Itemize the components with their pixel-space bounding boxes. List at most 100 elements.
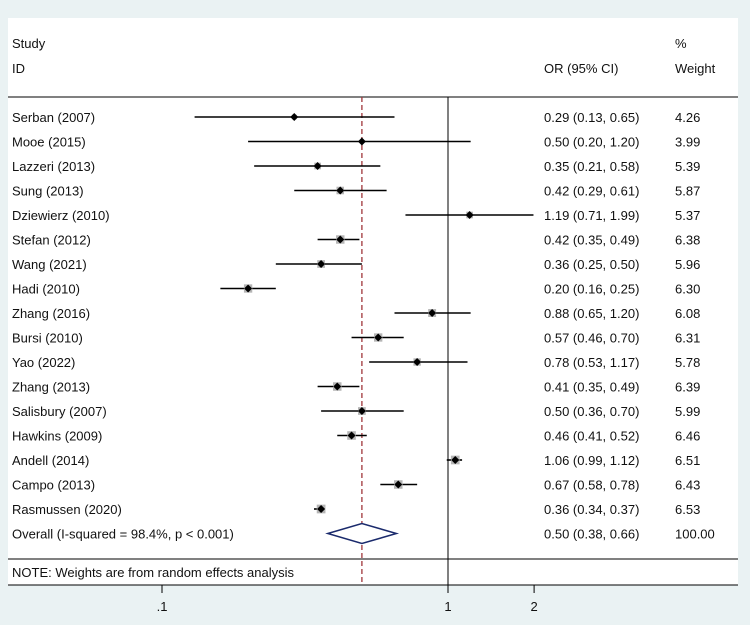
header: Study ID OR (95% CI) % Weight — [12, 36, 716, 76]
weight-text: 6.30 — [675, 282, 700, 297]
point-estimate-marker — [313, 162, 322, 170]
weight-text: 5.87 — [675, 184, 700, 199]
study-label: Hawkins (2009) — [12, 429, 102, 444]
overall-diamond — [325, 522, 400, 545]
point-estimate-marker — [336, 235, 345, 244]
or-ci-text: 1.19 (0.71, 1.99) — [544, 208, 639, 223]
weight-text: 5.37 — [675, 208, 700, 223]
point-estimate-marker — [357, 137, 366, 146]
study-row: Zhang (2016) 0.88 (0.65, 1.20) 6.08 — [12, 306, 700, 321]
weight-text: 5.96 — [675, 257, 700, 272]
or-ci-text: 0.50 (0.20, 1.20) — [544, 135, 639, 150]
point-estimate-marker — [317, 505, 326, 513]
weight-text: 6.31 — [675, 331, 700, 346]
study-row: Bursi (2010) 0.57 (0.46, 0.70) 6.31 — [12, 331, 700, 346]
weight-text: 4.26 — [675, 110, 700, 125]
note-text: NOTE: Weights are from random effects an… — [12, 565, 295, 580]
or-ci-text: 0.67 (0.58, 0.78) — [544, 478, 639, 493]
or-ci-text: 0.20 (0.16, 0.25) — [544, 282, 639, 297]
point-estimate-marker — [413, 358, 422, 366]
header-or: OR (95% CI) — [544, 61, 618, 76]
or-ci-text: 0.42 (0.29, 0.61) — [544, 184, 639, 199]
study-row: Serban (2007) 0.29 (0.13, 0.65) 4.26 — [12, 110, 700, 125]
point-estimate-marker — [336, 186, 345, 195]
forest-marks: Serban (2007) 0.29 (0.13, 0.65) 4.26 Mooe (… — [12, 97, 715, 585]
or-ci-text: 0.50 (0.36, 0.70) — [544, 404, 639, 419]
weight-text: 6.08 — [675, 306, 700, 321]
study-label: Zhang (2013) — [12, 380, 90, 395]
header-weight: Weight — [675, 61, 716, 76]
plot-background — [8, 18, 738, 585]
point-estimate-marker — [374, 333, 383, 342]
study-label: Bursi (2010) — [12, 331, 83, 346]
study-row: Andell (2014) 1.06 (0.99, 1.12) 6.51 — [12, 453, 700, 468]
study-row: Hawkins (2009) 0.46 (0.41, 0.52) 6.46 — [12, 429, 700, 444]
weight-text: 6.43 — [675, 478, 700, 493]
weight-text: 6.51 — [675, 453, 700, 468]
x-tick-label: .1 — [157, 599, 168, 614]
study-row: Mooe (2015) 0.50 (0.20, 1.20) 3.99 — [12, 135, 700, 150]
weight-text: 6.39 — [675, 380, 700, 395]
study-row: Hadi (2010) 0.20 (0.16, 0.25) 6.30 — [12, 282, 700, 297]
point-estimate-marker — [290, 113, 299, 121]
weight-text: 6.46 — [675, 429, 700, 444]
study-row: Zhang (2013) 0.41 (0.35, 0.49) 6.39 — [12, 380, 700, 395]
study-row: Campo (2013) 0.67 (0.58, 0.78) 6.43 — [12, 478, 700, 493]
x-tick-label: 1 — [444, 599, 451, 614]
or-ci-text: 0.36 (0.34, 0.37) — [544, 502, 639, 517]
or-ci-text: 0.46 (0.41, 0.52) — [544, 429, 639, 444]
point-estimate-marker — [244, 284, 253, 293]
header-study: Study — [12, 36, 46, 51]
study-label: Stefan (2012) — [12, 233, 91, 248]
or-ci-text: 0.78 (0.53, 1.17) — [544, 355, 639, 370]
study-row: Stefan (2012) 0.42 (0.35, 0.49) 6.38 — [12, 233, 700, 248]
x-tick-label: 2 — [530, 599, 537, 614]
point-estimate-marker — [465, 211, 474, 219]
header-percent: % — [675, 36, 687, 51]
weight-text: 3.99 — [675, 135, 700, 150]
x-axis: .1 1 2 — [8, 558, 738, 614]
study-label: Zhang (2016) — [12, 306, 90, 321]
point-estimate-marker — [357, 407, 366, 415]
study-row: Rasmussen (2020) 0.36 (0.34, 0.37) 6.53 — [12, 502, 700, 517]
study-label: Wang (2021) — [12, 257, 87, 272]
study-label: Campo (2013) — [12, 478, 95, 493]
weight-text: 6.53 — [675, 502, 700, 517]
weight-text: 5.99 — [675, 404, 700, 419]
overall-or-ci-text: 0.50 (0.38, 0.66) — [544, 527, 639, 542]
study-row: Yao (2022) 0.78 (0.53, 1.17) 5.78 — [12, 355, 700, 370]
study-label: Salisbury (2007) — [12, 404, 107, 419]
study-label: Sung (2013) — [12, 184, 84, 199]
or-ci-text: 0.29 (0.13, 0.65) — [544, 110, 639, 125]
study-row: Wang (2021) 0.36 (0.25, 0.50) 5.96 — [12, 257, 700, 272]
or-ci-text: 1.06 (0.99, 1.12) — [544, 453, 639, 468]
weight-text: 5.78 — [675, 355, 700, 370]
point-estimate-marker — [347, 431, 356, 440]
or-ci-text: 0.42 (0.35, 0.49) — [544, 233, 639, 248]
or-ci-text: 0.41 (0.35, 0.49) — [544, 380, 639, 395]
overall-label: Overall (I-squared = 98.4%, p < 0.001) — [12, 527, 234, 542]
point-estimate-marker — [428, 309, 437, 317]
or-ci-text: 0.36 (0.25, 0.50) — [544, 257, 639, 272]
or-ci-text: 0.57 (0.46, 0.70) — [544, 331, 639, 346]
study-label: Andell (2014) — [12, 453, 89, 468]
overall-weight-text: 100.00 — [675, 527, 715, 542]
study-row: Sung (2013) 0.42 (0.29, 0.61) 5.87 — [12, 184, 700, 199]
study-row: Dziewierz (2010) 1.19 (0.71, 1.99) 5.37 — [12, 208, 700, 223]
point-estimate-marker — [394, 480, 403, 489]
study-label: Dziewierz (2010) — [12, 208, 110, 223]
study-label: Yao (2022) — [12, 355, 75, 370]
or-ci-text: 0.88 (0.65, 1.20) — [544, 306, 639, 321]
point-estimate-marker — [317, 260, 326, 268]
study-label: Mooe (2015) — [12, 135, 86, 150]
study-label: Rasmussen (2020) — [12, 502, 122, 517]
study-label: Serban (2007) — [12, 110, 95, 125]
study-row: Lazzeri (2013) 0.35 (0.21, 0.58) 5.39 — [12, 159, 700, 174]
overall-row: Overall (I-squared = 98.4%, p < 0.001) 0.… — [12, 522, 715, 545]
weight-text: 5.39 — [675, 159, 700, 174]
study-label: Lazzeri (2013) — [12, 159, 95, 174]
study-label: Hadi (2010) — [12, 282, 80, 297]
header-id: ID — [12, 61, 25, 76]
point-estimate-marker — [333, 382, 342, 391]
